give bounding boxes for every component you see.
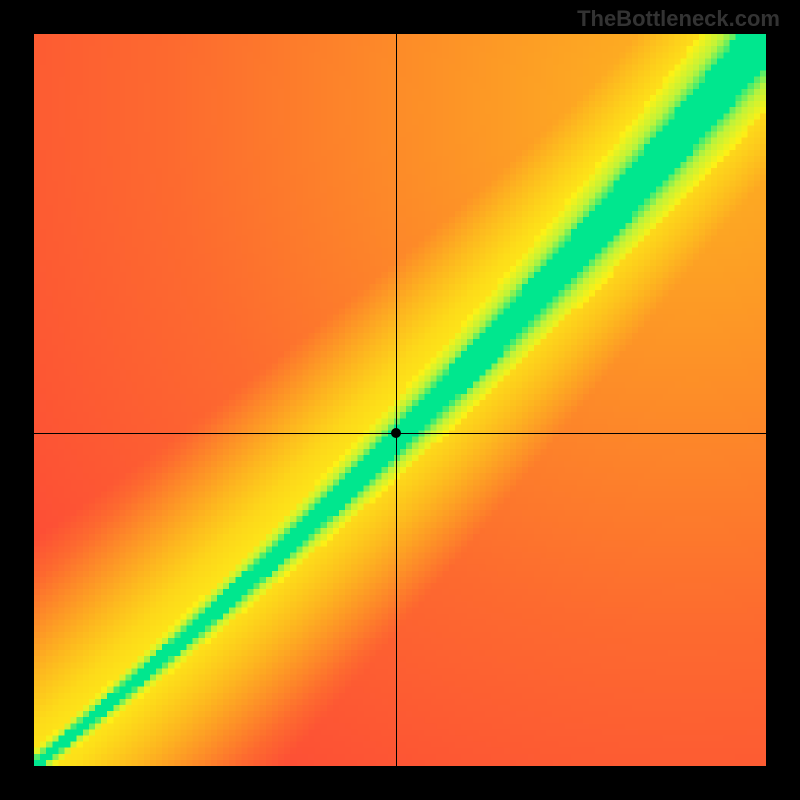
heatmap-canvas <box>34 34 766 766</box>
chart-container: TheBottleneck.com <box>0 0 800 800</box>
crosshair-vertical <box>396 34 397 766</box>
marker-dot <box>391 428 401 438</box>
watermark-text: TheBottleneck.com <box>577 6 780 32</box>
